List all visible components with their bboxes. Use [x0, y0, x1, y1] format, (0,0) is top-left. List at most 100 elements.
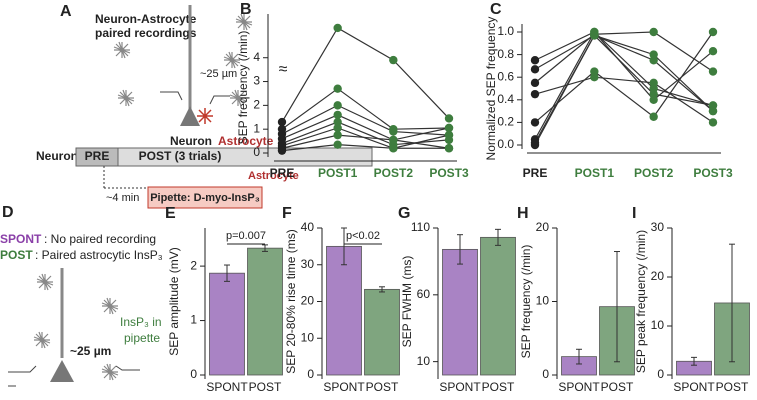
series-line — [534, 31, 714, 123]
y-tick-label: 0.6 — [497, 69, 514, 83]
data-point — [649, 112, 658, 121]
data-point — [530, 140, 540, 150]
y-tick-label: 0 — [657, 367, 664, 381]
legend-key: POST — [0, 248, 33, 262]
x-tick-label: POST — [482, 380, 515, 394]
pipette-label: pipette — [124, 331, 160, 345]
x-tick-label: PRE — [270, 166, 295, 180]
bar — [209, 272, 245, 376]
data-point — [333, 130, 342, 140]
pipette-label: InsP₃ in — [120, 315, 162, 329]
y-tick-label: 3 — [253, 74, 260, 88]
data-point — [590, 31, 599, 40]
data-point — [590, 67, 599, 76]
astrocyte-icon — [33, 331, 51, 349]
astrocyte-icon — [101, 297, 119, 315]
y-tick-label: 0 — [307, 367, 314, 381]
x-tick-label: POST — [366, 380, 399, 394]
x-tick-label: POST2 — [374, 166, 414, 180]
panel-line: B SEP frequency (/min)0 1 2 3 4 PRE POST1 POST2 P… — [236, 1, 469, 180]
data-point — [708, 67, 718, 76]
y-axis-label: SEP 20-80% rise time (ms) — [284, 229, 298, 374]
y-tick-label: 30 — [651, 220, 665, 234]
series-line — [534, 31, 714, 107]
data-point — [649, 78, 658, 88]
data-point — [444, 144, 454, 153]
diagram-title: Neuron-Astrocyte — [95, 12, 197, 26]
data-point — [444, 130, 454, 140]
distance-label: ~25 µm — [70, 344, 111, 358]
y-tick-label: 2 — [190, 258, 197, 272]
diagram-title: paired recordings — [95, 26, 197, 40]
series-line — [534, 31, 714, 84]
data-point — [708, 106, 718, 116]
y-tick-label: 1 — [253, 121, 260, 135]
data-point — [333, 110, 342, 120]
series-line — [534, 30, 714, 140]
y-tick-label: 0.2 — [497, 115, 514, 129]
astrocyte-icon — [36, 273, 54, 291]
y-tick-label: 4 — [253, 50, 260, 64]
data-point — [530, 118, 540, 127]
astrocyte-recorded — [197, 108, 213, 124]
y-tick-label: 2 — [253, 98, 260, 112]
electrode — [160, 91, 230, 105]
delay-label: ~4 min — [106, 192, 139, 204]
x-tick-label: POST — [716, 380, 749, 394]
panel-bar: E SEP amplitude (mV) 0 1 2 SPONT POST p=0.007 — [165, 205, 283, 394]
bar — [364, 288, 400, 376]
x-tick-label: POST3 — [693, 166, 733, 180]
data-point — [333, 117, 342, 127]
data-point — [389, 144, 398, 153]
axis-break: ≈ — [279, 61, 288, 78]
y-tick-label: 1 — [190, 313, 197, 327]
panel-d: D SPONT : No paired recording POST : Pai… — [0, 204, 163, 387]
y-tick-label: 20 — [651, 269, 665, 283]
data-point — [389, 135, 398, 145]
bar — [247, 247, 283, 376]
pipette-box — [147, 186, 263, 209]
y-tick-label: 40 — [301, 220, 315, 234]
y-tick-label: 0.8 — [497, 47, 514, 61]
electrode — [8, 365, 140, 387]
data-point — [530, 89, 540, 99]
panel-letter: H — [517, 205, 529, 222]
y-axis-label: Normalized SEP frequency — [484, 17, 498, 161]
y-axis-label: SEP peak frequency (/min) — [634, 230, 648, 373]
bar — [480, 236, 516, 376]
x-tick-label: SPONT — [558, 380, 600, 394]
y-tick-label: 110 — [411, 220, 430, 234]
panel-letter: F — [282, 205, 292, 222]
data-point — [708, 118, 718, 127]
pre-label: PRE — [85, 149, 110, 163]
x-tick-label: POST — [601, 380, 634, 394]
x-tick-label: POST3 — [429, 166, 469, 180]
y-tick-label: 10 — [536, 294, 550, 308]
legend-key: SPONT — [0, 232, 42, 246]
data-point — [333, 140, 342, 149]
legend-text: : Paired astrocytic InsP₃ — [35, 248, 163, 262]
y-axis-label: SEP amplitude (mV) — [167, 247, 181, 356]
x-tick-label: PRE — [523, 166, 548, 180]
y-tick-label: 20 — [536, 220, 550, 234]
data-point — [333, 123, 342, 133]
panel-letter: I — [632, 205, 636, 222]
data-point — [333, 84, 342, 93]
post-label: POST (3 trials) — [139, 149, 222, 163]
data-point — [333, 23, 342, 33]
bar — [442, 248, 478, 376]
series-line — [534, 34, 714, 146]
y-tick-label: 0 — [190, 367, 197, 381]
x-tick-label: SPONT — [206, 380, 248, 394]
panel-letter: E — [165, 205, 176, 222]
x-tick-label: SPONT — [673, 380, 715, 394]
y-tick-label: 60 — [417, 287, 431, 301]
data-point — [333, 101, 342, 110]
series-line — [281, 144, 449, 152]
panel-letter: G — [398, 205, 410, 222]
data-point — [277, 117, 287, 127]
series-line — [534, 34, 714, 112]
y-tick-label: 10 — [417, 354, 431, 368]
